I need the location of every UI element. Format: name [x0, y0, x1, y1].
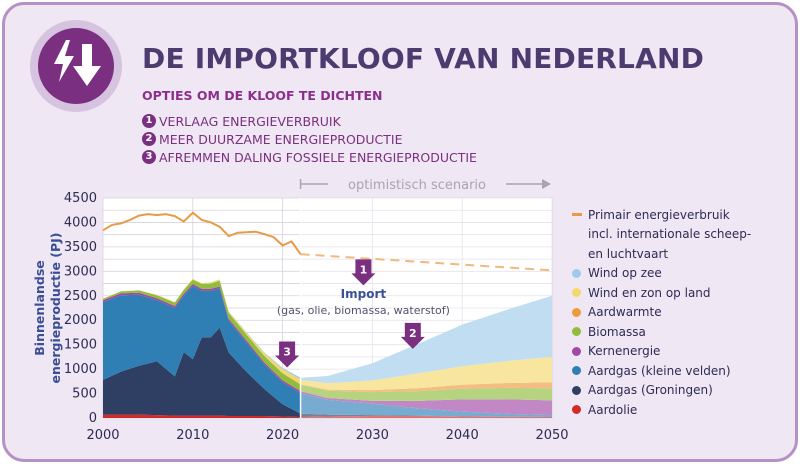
- legend-label: Primair energieverbruik: [588, 207, 730, 222]
- option-number-badge: 1: [142, 114, 156, 128]
- y-tick-label: 2500: [64, 289, 97, 304]
- legend-item: Primair energieverbruik: [572, 205, 730, 224]
- legend-label: Wind en zon op land: [588, 285, 711, 300]
- legend-label: incl. internationale scheep-: [588, 227, 752, 241]
- legend-label: Kernenergie: [588, 344, 661, 358]
- option-number-badge: 3: [142, 150, 156, 164]
- import-gap-text: (gas, olie, biomassa, waterstof): [277, 304, 450, 317]
- marker-arrow-shape: [351, 259, 376, 286]
- area-kernenergie: [103, 284, 552, 416]
- legend-item: Biomassa: [572, 322, 646, 341]
- legend-item: Wind op zee: [572, 264, 662, 283]
- area-wind-en-zon-op-land: [103, 278, 552, 391]
- y-tick-label: 500: [72, 387, 97, 402]
- option-1: 1 VERLAAG ENERGIEVERBRUIK: [142, 112, 341, 130]
- x-tick-label: 2040: [446, 428, 479, 443]
- legend-swatch: [572, 327, 581, 336]
- y-tick-label: 3500: [64, 240, 97, 255]
- import-arrow-icon: [30, 20, 122, 112]
- legend-item: en luchtvaart: [588, 244, 668, 263]
- legend-item: Aardolie: [572, 400, 637, 419]
- page-title: DE IMPORTKLOOF VAN NEDERLAND: [142, 42, 705, 75]
- marker-arrow-shape: [400, 322, 425, 349]
- y-tick-label: 1000: [64, 362, 97, 377]
- page-subtitle: OPTIES OM DE KLOOF TE DICHTEN: [142, 88, 383, 103]
- y-tick-label: 2000: [64, 313, 97, 328]
- legend-line-swatch: [572, 213, 582, 216]
- y-tick-label: 3000: [64, 264, 97, 279]
- option-3: 3 AFREMMEN DALING FOSSIELE ENERGIEPRODUC…: [142, 148, 477, 166]
- scenario-overlay: [300, 198, 552, 418]
- legend-label: Aardwarmte: [588, 305, 662, 319]
- legend-item: Kernenergie: [572, 342, 660, 361]
- consumption-line-historical: [102, 211, 302, 255]
- option-number-badge: 2: [142, 132, 156, 146]
- x-tick-label: 2050: [535, 428, 568, 443]
- legend-item: Aardgas (kleine velden): [572, 361, 731, 380]
- x-tick-label: 2020: [266, 428, 299, 443]
- x-tick-label: 2010: [176, 428, 209, 443]
- area-aardgas-groningen-: [103, 327, 552, 417]
- x-tick-label: 2030: [356, 428, 389, 443]
- marker-arrow-icon: 1: [351, 259, 376, 286]
- area-wind-op-zee: [103, 278, 552, 384]
- legend-label: Wind op zee: [588, 266, 662, 280]
- import-gap-title: Import: [341, 287, 387, 301]
- y-tick-label: 0: [89, 411, 97, 426]
- scenario-label: optimistisch scenario: [348, 178, 486, 193]
- x-tick-label: 2000: [86, 428, 119, 443]
- marker-arrow-shape: [275, 341, 300, 368]
- legend-item: incl. internationale scheep-: [588, 225, 751, 244]
- option-label: VERLAAG ENERGIEVERBRUIK: [159, 113, 341, 129]
- y-axis-label-line: Binnenlandse: [32, 260, 47, 355]
- marker-arrow-icon: 3: [275, 341, 300, 368]
- legend-swatch: [572, 366, 581, 375]
- marker-arrow-icon: 2: [400, 322, 425, 349]
- legend-label: Aardgas (Groningen): [588, 383, 713, 397]
- option-label: MEER DUURZAME ENERGIEPRODUCTIE: [159, 131, 403, 147]
- legend-item: Aardwarmte: [572, 303, 662, 322]
- legend-swatch: [572, 288, 581, 297]
- legend-label: Aardgas (kleine velden): [588, 363, 731, 378]
- legend-item: Wind en zon op land: [572, 283, 711, 302]
- legend-item: Aardgas (Groningen): [572, 381, 713, 400]
- legend-label: en luchtvaart: [588, 246, 669, 261]
- scenario-arrow-head: [542, 179, 551, 189]
- stacked-areas: [103, 198, 552, 418]
- y-tick-label: 4500: [64, 191, 97, 206]
- legend-label: Aardolie: [588, 402, 638, 417]
- legend-swatch: [572, 385, 581, 395]
- y-axis-label: Binnenlandseenergieproductie (PJ): [32, 232, 63, 383]
- y-tick-label: 4000: [64, 215, 97, 230]
- option-2: 2 MEER DUURZAME ENERGIEPRODUCTIE: [142, 130, 403, 148]
- legend-swatch: [572, 346, 581, 356]
- y-axis-label-line: energieproductie (PJ): [48, 232, 63, 383]
- area-biomassa: [103, 279, 552, 401]
- consumption-line-scenario: [300, 253, 553, 272]
- area-aardolie: [103, 414, 552, 418]
- option-label: AFREMMEN DALING FOSSIELE ENERGIEPRODUCTI…: [159, 149, 477, 165]
- marker-number: 3: [283, 345, 291, 358]
- area-aardgas-kleine-velden-: [103, 286, 552, 417]
- marker-number: 1: [360, 263, 368, 276]
- y-tick-label: 1500: [64, 338, 97, 353]
- marker-number: 2: [409, 327, 417, 340]
- legend-swatch: [572, 405, 581, 414]
- legend-swatch: [572, 307, 581, 317]
- legend-swatch: [572, 268, 581, 278]
- legend-label: Biomassa: [588, 324, 646, 339]
